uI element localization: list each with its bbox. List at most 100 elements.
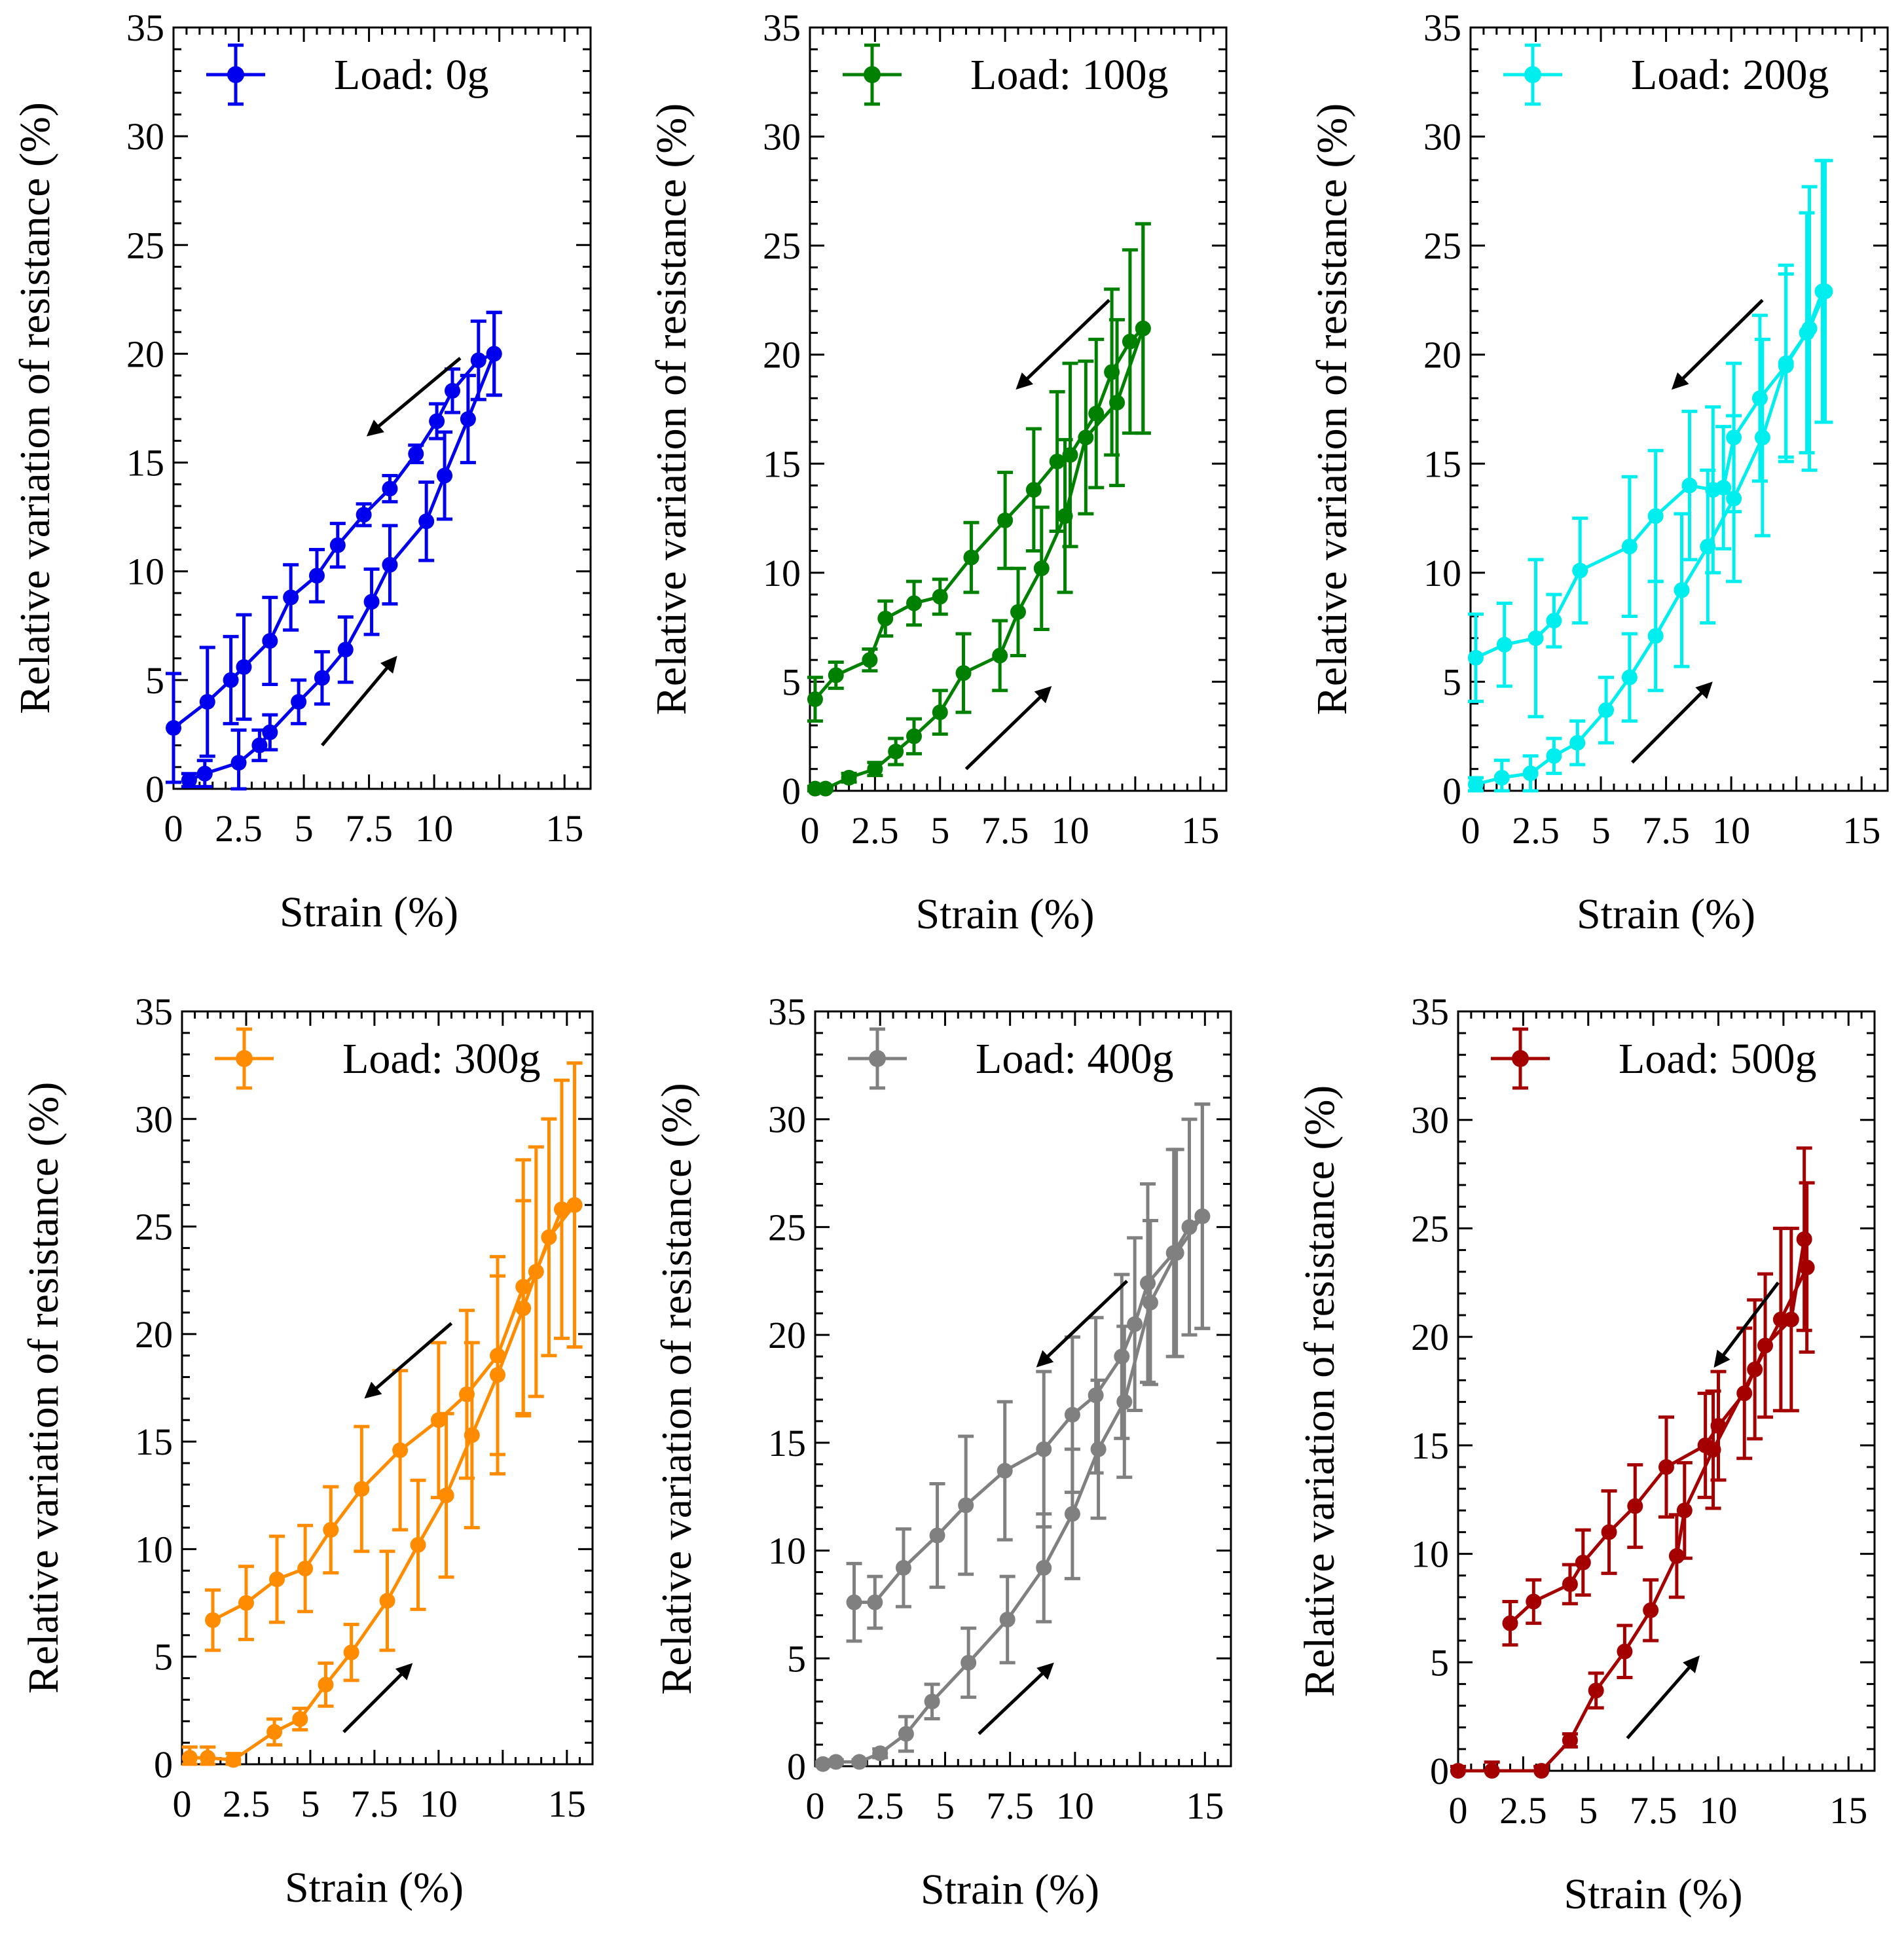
x-tick-label: 7.5 [351,1783,399,1825]
x-tick-label: 10 [1712,809,1750,852]
loading-arrow [964,685,1052,771]
legend-marker [1512,1050,1529,1067]
x-tick-label: 10 [415,807,453,850]
y-tick-label: 25 [126,224,164,266]
y-tick-label: 5 [782,661,801,703]
x-tick-label: 2.5 [1499,1789,1547,1832]
legend-label: Load: 200g [1631,51,1829,99]
legend-marker [864,66,881,83]
legend-label: Load: 100g [970,51,1168,99]
data-point [392,1442,409,1459]
data-point [1643,1602,1659,1618]
x-tick-label: 7.5 [986,1785,1034,1827]
x-tick-label: 15 [1181,809,1219,852]
y-axis-label: Relative variation of resistance (%) [648,103,695,716]
x-axis-label: Strain (%) [921,1866,1099,1914]
unloading-arrow [1036,1279,1128,1368]
y-tick-label: 0 [787,1745,806,1788]
y-tick-label: 35 [763,7,801,49]
data-point [1546,748,1562,764]
y-tick-label: 35 [768,990,806,1033]
data-point [1036,1559,1052,1576]
data-point [437,467,453,484]
data-point [291,694,307,710]
data-point [225,1752,242,1768]
data-point [1681,477,1698,494]
y-tick-label: 30 [126,115,164,158]
series-unloading [166,310,502,784]
x-tick-label: 5 [936,1785,955,1827]
data-point [308,568,325,584]
data-point [262,633,278,649]
data-point [1049,453,1065,469]
data-point [1064,1407,1080,1423]
y-tick-label: 20 [135,1313,173,1356]
data-point [1116,1394,1133,1410]
data-point [1674,582,1690,598]
series-unloading [1467,158,1833,719]
y-tick-label: 35 [135,990,173,1033]
data-point [932,589,948,605]
x-tick-label: 15 [1842,809,1880,852]
data-point [1088,405,1105,422]
x-axis-label: Strain (%) [1577,890,1755,938]
y-tick-label: 35 [1423,7,1461,49]
series-loading [1467,158,1831,793]
y-tick-label: 15 [126,442,164,484]
x-tick-label: 2.5 [223,1783,270,1825]
data-point [997,1462,1013,1479]
data-point [1064,1506,1080,1522]
x-tick-label: 5 [1592,809,1611,852]
data-point [932,704,948,721]
loading-arrow [321,655,397,747]
y-axis-label: Relative variation of resistance (%) [11,102,59,714]
plot-frame [814,1010,1232,1768]
data-point [906,728,922,744]
unloading-arrow [1671,299,1764,390]
data-point [266,1724,283,1740]
data-point [1025,482,1042,498]
y-tick-label: 15 [1423,443,1461,485]
data-point [1598,702,1615,718]
data-point [1165,1244,1182,1261]
data-point [418,513,435,530]
y-tick-label: 0 [145,768,164,810]
data-point [1588,1682,1604,1699]
data-point [1033,560,1050,577]
series-unloading [846,1102,1211,1643]
loading-arrow [1626,1655,1700,1739]
data-point [205,1612,221,1628]
data-point [238,1595,254,1611]
x-tick-label: 0 [164,807,183,850]
data-point [486,346,502,362]
data-point [318,1677,334,1693]
data-point [1194,1208,1211,1224]
data-point [1751,390,1768,407]
data-point [1726,429,1742,446]
x-tick-label: 2.5 [851,809,899,852]
data-point [1467,649,1484,666]
data-point [200,1750,216,1766]
x-tick-label: 15 [548,1783,586,1825]
y-tick-label: 35 [1411,990,1449,1033]
x-tick-label: 15 [545,807,583,850]
x-tick-label: 0 [801,809,820,852]
data-point [924,1694,940,1710]
legend-label: Load: 0g [334,51,488,99]
data-point [1062,446,1078,463]
data-point [815,1756,831,1772]
data-point [1697,1437,1713,1453]
data-point [1569,735,1586,751]
data-point [1502,1615,1518,1631]
data-point [1010,604,1026,620]
series-line [1474,291,1827,660]
data-point [963,549,979,566]
data-point [1796,1231,1812,1247]
loading-arrow [342,1663,413,1733]
y-axis-label: Relative variation of resistance (%) [20,1082,67,1694]
data-point [1546,613,1562,629]
x-tick-label: 10 [1052,809,1089,852]
x-tick-label: 2.5 [856,1785,904,1827]
y-tick-label: 10 [135,1528,173,1570]
series-unloading [1502,1146,1812,1647]
